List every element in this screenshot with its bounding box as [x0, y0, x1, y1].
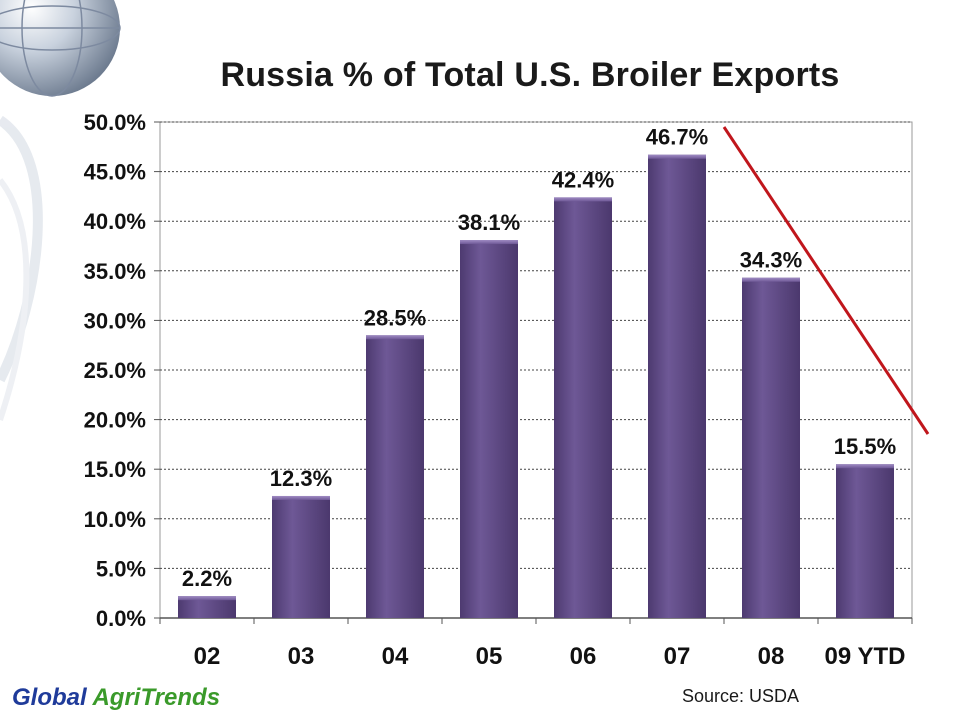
bar	[742, 277, 800, 618]
y-tick-label: 25.0%	[84, 358, 146, 383]
bar	[178, 596, 236, 618]
data-label: 12.3%	[270, 466, 332, 491]
bar-top-bevel	[554, 197, 612, 202]
source-note: Source: USDA	[682, 686, 800, 706]
bar-top-bevel	[178, 596, 236, 601]
data-label: 15.5%	[834, 434, 896, 459]
x-tick-label: 04	[382, 643, 409, 670]
x-tick-label: 06	[570, 643, 597, 670]
bar	[366, 335, 424, 618]
x-tick-label: 02	[194, 643, 221, 670]
bar	[272, 495, 330, 618]
bar	[554, 197, 612, 618]
data-label: 2.2%	[182, 566, 232, 591]
bar	[460, 240, 518, 618]
data-label: 42.4%	[552, 167, 614, 192]
bar-top-bevel	[742, 277, 800, 282]
y-tick-label: 0.0%	[96, 606, 146, 631]
brand-global: Global	[12, 684, 87, 711]
trend-line	[722, 126, 930, 435]
y-tick-label: 5.0%	[96, 556, 146, 581]
x-tick-label: 07	[664, 643, 691, 670]
x-tick-label: 08	[758, 643, 785, 670]
y-tick-label: 20.0%	[84, 408, 146, 433]
x-tick-label: 03	[288, 643, 315, 670]
bar-top-bevel	[648, 154, 706, 159]
bar-top-bevel	[366, 335, 424, 340]
background-swoosh	[0, 115, 43, 421]
y-tick-label: 50.0%	[84, 110, 146, 135]
brand-logo-text: Global AgriTrends	[12, 684, 220, 712]
bar-top-bevel	[272, 495, 330, 500]
globe-icon	[0, 0, 121, 97]
x-tick-label: 09 YTD	[825, 643, 906, 670]
bar	[648, 154, 706, 618]
x-tick-label: 05	[476, 643, 503, 670]
data-label: 28.5%	[364, 305, 426, 330]
y-tick-label: 40.0%	[84, 209, 146, 234]
brand-agritrends: AgriTrends	[92, 684, 221, 711]
y-tick-label: 30.0%	[84, 308, 146, 333]
bar	[836, 464, 894, 618]
y-tick-label: 10.0%	[84, 507, 146, 532]
bar-top-bevel	[836, 464, 894, 469]
chart-title: Russia % of Total U.S. Broiler Exports	[220, 56, 840, 94]
y-tick-label: 15.0%	[84, 457, 146, 482]
data-label: 34.3%	[740, 248, 802, 273]
data-label: 38.1%	[458, 210, 520, 235]
y-tick-label: 45.0%	[84, 160, 146, 185]
data-label: 46.7%	[646, 125, 708, 150]
bar-top-bevel	[460, 240, 518, 245]
y-tick-label: 35.0%	[84, 259, 146, 284]
